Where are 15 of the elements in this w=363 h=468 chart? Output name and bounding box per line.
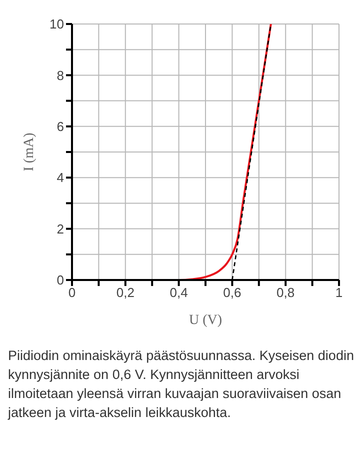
y-tick-label: 4 bbox=[56, 170, 64, 186]
text: Piidiodin ominaiskäyrä päästösuunnassa. Kyseisen diodin kynnysjännite on 0,6 V. Kynnysjännitteen arvoksi ilmoitetaan yleensä virran kuvaajan suoraviivaisen osan jatkeen ja virta-akselin leikkauskohta. bbox=[8, 347, 355, 422]
x-tick-label: 0,6 bbox=[223, 285, 242, 300]
x-tick-label: 0,2 bbox=[116, 285, 134, 300]
x-tick-label: 0,4 bbox=[170, 285, 188, 300]
y-axis-title: I (mA) bbox=[22, 132, 37, 172]
y-tick-label: 0 bbox=[56, 272, 64, 288]
y-tick-label: 6 bbox=[56, 119, 64, 134]
y-tick-label: 2 bbox=[56, 221, 64, 236]
x-tick-label: 1 bbox=[335, 285, 343, 300]
x-tick-label: 0 bbox=[68, 285, 76, 300]
y-tick-label: 10 bbox=[50, 16, 64, 32]
x-axis-title: U (V) bbox=[188, 313, 222, 328]
y-tick-label: 8 bbox=[56, 68, 64, 83]
x-tick-label: 0,8 bbox=[276, 285, 295, 300]
